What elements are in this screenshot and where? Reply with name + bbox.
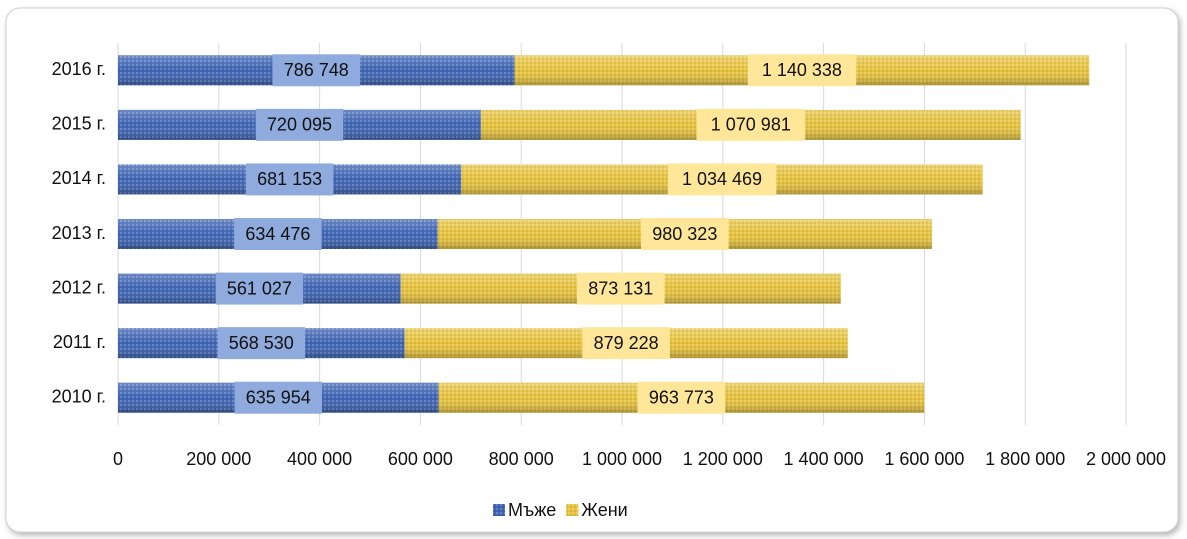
y-tick-label: 2016 г. [52,59,106,79]
data-label: 873 131 [588,278,653,298]
x-tick-label: 600 000 [388,449,453,469]
x-tick-label: 1 800 000 [985,449,1065,469]
data-label-box [255,108,344,141]
legend-label: Жени [581,500,627,520]
data-label-box [577,272,665,305]
data-label: 561 027 [227,278,292,298]
x-tick-label: 1 200 000 [683,449,763,469]
data-label: 635 954 [246,387,311,407]
legend-swatch-texture [566,504,579,516]
data-label: 681 153 [257,169,322,189]
x-tick-label: 1 600 000 [884,449,964,469]
x-tick-label: 200 000 [186,449,251,469]
data-label-box [637,381,726,414]
data-label: 720 095 [267,115,332,135]
data-label: 963 773 [649,387,714,407]
data-label-box [234,381,323,414]
data-label: 879 228 [594,333,659,353]
data-label: 568 530 [229,333,294,353]
x-tick-label: 2 000 000 [1086,449,1166,469]
data-label: 1 140 338 [762,60,842,80]
y-tick-label: 2010 г. [52,386,106,406]
data-label: 634 476 [245,224,310,244]
data-label-box [747,54,857,87]
data-label-box [245,163,334,196]
y-tick-label: 2013 г. [52,223,106,243]
x-tick-label: 0 [113,449,123,469]
data-label: 1 034 469 [682,169,762,189]
data-label-box [272,54,361,87]
data-label: 1 070 981 [711,115,791,135]
data-label-box [696,108,806,141]
x-tick-label: 1 000 000 [582,449,662,469]
x-tick-label: 800 000 [489,449,554,469]
y-tick-label: 2014 г. [52,168,106,188]
data-label-box [234,218,322,250]
y-tick-label: 2012 г. [52,277,106,297]
y-tick-label: 2011 г. [53,332,106,352]
data-label: 786 748 [284,60,349,80]
legend-swatch-texture [493,504,505,516]
data-label-box [667,163,777,196]
data-label-box [641,218,729,250]
y-tick-label: 2015 г. [52,114,106,134]
x-tick-label: 1 400 000 [784,449,864,469]
x-tick-label: 400 000 [287,449,352,469]
legend-label: Мъже [508,500,556,520]
data-label-box [215,272,304,305]
data-label: 980 323 [652,224,717,244]
data-label-box [582,327,670,360]
data-label-box [217,327,306,360]
